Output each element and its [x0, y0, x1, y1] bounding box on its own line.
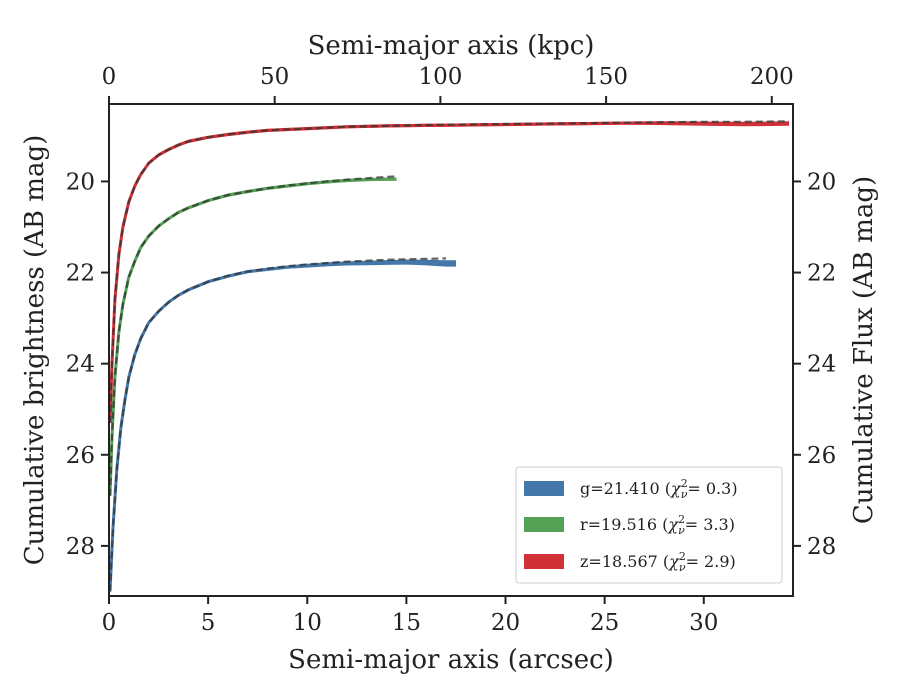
legend-chi-r: (χ2 ν= 3.3) — [662, 513, 735, 537]
x2-tick-label: 100 — [418, 64, 462, 90]
y-axis-title: Cumulative brightness (AB mag) — [20, 135, 50, 566]
y2-tick-label: 26 — [807, 443, 836, 469]
series-line-r — [108, 177, 397, 496]
x-axis-title: Semi-major axis (arcsec) — [288, 645, 614, 675]
legend-chi-value-r: = 3.3 — [685, 515, 729, 534]
legend-prefix-r: r=19.516 — [580, 515, 657, 534]
series-band-z — [110, 121, 789, 425]
x-tick-label: 30 — [689, 610, 718, 636]
series-line-z — [108, 121, 790, 423]
legend-prefix-z: z=18.567 — [580, 552, 658, 571]
ticks-layer: 0 5 10 15 20 25 30 0 50 100 150 200 20 22 24 26 28 20 22 24… — [66, 64, 837, 636]
x2-axis-title: Semi-major axis (kpc) — [308, 31, 595, 61]
plot-frame — [108, 103, 794, 597]
series-line-g — [108, 260, 456, 592]
x-tick-label: 5 — [201, 610, 216, 636]
y-tick-label: 24 — [66, 352, 95, 378]
x-tick-label: 25 — [590, 610, 619, 636]
legend-frame — [515, 466, 783, 584]
y-tick-label: 26 — [66, 443, 95, 469]
legend-swatch-z — [524, 554, 564, 569]
y-tick-label: 20 — [66, 169, 95, 195]
x2-tick-label: 0 — [102, 64, 117, 90]
legend-swatch-g — [524, 481, 564, 496]
legend-chi-z: (χ2 ν= 2.9) — [663, 550, 736, 574]
y2-tick-label: 28 — [807, 534, 836, 560]
legend: g=21.410 (χ2 ν= 0.3) r=19.516 (χ2 ν= 3.3) … — [515, 466, 783, 584]
model-line-r — [108, 175, 397, 496]
model-line-g — [108, 257, 447, 592]
y2-tick-label: 20 — [807, 169, 836, 195]
series-band-r — [110, 177, 397, 498]
y-tick-label: 22 — [66, 261, 95, 287]
legend-label-z: z=18.567 (χ2 ν= 2.9) — [580, 550, 736, 574]
legend-chi-value-g: = 0.3 — [687, 479, 731, 498]
y2-axis-title: Cumulative Flux (AB mag) — [849, 176, 879, 524]
model-line-z — [108, 120, 790, 423]
x2-tick-label: 150 — [584, 64, 628, 90]
x2-tick-label: 200 — [750, 64, 794, 90]
legend-chi-value-z: = 2.9 — [686, 552, 730, 571]
legend-label-g: g=21.410 (χ2 ν= 0.3) — [580, 477, 738, 501]
x2-tick-label: 50 — [260, 64, 289, 90]
y-tick-label: 28 — [66, 534, 95, 560]
legend-swatch-r — [524, 517, 564, 532]
legend-label-r: r=19.516 (χ2 ν= 3.3) — [580, 513, 735, 537]
y2-tick-label: 22 — [807, 261, 836, 287]
y2-tick-label: 24 — [807, 352, 836, 378]
legend-prefix-g: g=21.410 — [580, 479, 660, 498]
x-tick-label: 20 — [491, 610, 520, 636]
x-tick-label: 10 — [293, 610, 322, 636]
series-layer — [108, 120, 790, 593]
x-tick-label: 0 — [102, 610, 117, 636]
x-tick-label: 15 — [392, 610, 421, 636]
legend-chi-g: (χ2 ν= 0.3) — [665, 477, 738, 501]
